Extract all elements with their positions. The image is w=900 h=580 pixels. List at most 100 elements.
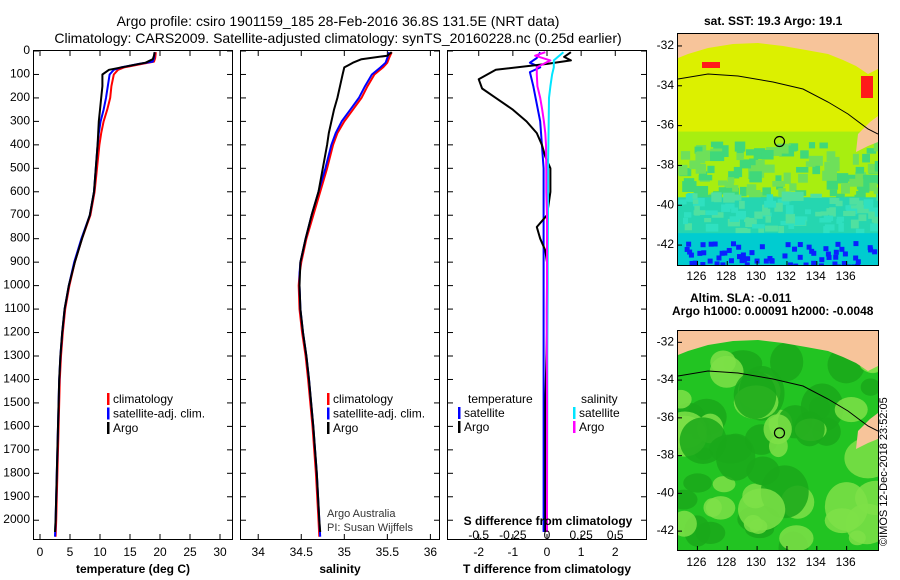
chart-title-line1: Argo profile: csiro 1901159_185 28-Feb-2… [116, 13, 560, 29]
sst-patch [775, 175, 782, 185]
x-tick-label: -2 [473, 545, 484, 559]
x-tick-label: 0 [37, 545, 44, 559]
x-tick-label: 15 [123, 545, 137, 559]
depth-tick-1400: 1400 [3, 371, 30, 385]
sst-cold-patch [740, 252, 746, 258]
sla-anomaly-blob [808, 396, 831, 420]
depth-tick-200: 200 [10, 90, 30, 104]
sst-patch [789, 183, 797, 192]
depth-tick-1600: 1600 [3, 418, 30, 432]
sst-map-x-ticks: 126 128 130 132 134 136 [686, 269, 856, 283]
sst-cold-patch [851, 264, 857, 265]
sst-patch [727, 177, 735, 183]
salinity-x-ticks: 34 34.5 35 35.5 36 [252, 545, 438, 559]
x-tick-label: 20 [153, 545, 167, 559]
sst-patch [705, 223, 719, 232]
sst-cold-patch [769, 258, 775, 264]
sst-patch [812, 162, 821, 175]
legend-swatch [327, 393, 330, 405]
sst-patch [822, 170, 837, 181]
profile-location-marker [773, 427, 786, 439]
sst-cold-patch [833, 249, 839, 255]
sst-patch [786, 145, 797, 152]
map-x-tick-label: 130 [746, 555, 766, 569]
x-tick-label: 35 [338, 545, 352, 559]
sst-cold-patch [697, 250, 703, 256]
sst-cold-patch [719, 250, 725, 256]
sst-patch [733, 166, 743, 178]
chart-title-line2: Climatology: CARS2009. Satellite-adjuste… [54, 30, 622, 46]
difference-plot: temperature salinitysatelliteArgosatellit… [448, 51, 646, 539]
sst-patch [863, 199, 874, 209]
sla-map-subtitle: Argo h1000: 0.00091 h2000: -0.0048 [672, 304, 874, 318]
depth-tick-1300: 1300 [3, 348, 30, 362]
legend-label: climatology [113, 392, 173, 406]
sst-hot-patch [861, 76, 873, 98]
sst-patch [680, 151, 691, 160]
sst-cold-patch [744, 262, 750, 265]
sst-patch [766, 194, 774, 202]
sst-patch [867, 163, 878, 174]
sst-patch [696, 151, 703, 162]
sst-cold-patch [707, 258, 713, 264]
sst-cold-patch [689, 260, 695, 265]
legend-label: satellite [579, 406, 620, 420]
depth-tick-1200: 1200 [3, 325, 30, 339]
sst-patch [862, 174, 878, 183]
sla-anomaly-blob [834, 396, 868, 423]
series-line-argo [298, 51, 393, 533]
depth-tick-1700: 1700 [3, 442, 30, 456]
sst-cold-patch [714, 261, 720, 265]
sst-cold-patch [832, 261, 838, 265]
legend-swatch [458, 421, 461, 433]
sst-patch [858, 182, 870, 193]
sst-cold-patch [803, 262, 809, 265]
salinity-difference-tick: 0 [544, 528, 551, 539]
depth-tick-300: 300 [10, 113, 30, 127]
sst-patch [829, 198, 840, 205]
sst-cold-patch [787, 262, 793, 265]
sst-cold-patch [809, 248, 815, 254]
map-x-tick-label: 132 [776, 269, 796, 283]
bathymetry-contour [678, 370, 878, 432]
sst-patch [742, 228, 748, 238]
sst-patch [798, 173, 808, 183]
map-y-tick-label: -32 [657, 38, 675, 52]
sst-cold-patch [722, 250, 728, 256]
australia-landmass [678, 34, 878, 74]
map-y-tick-label: -42 [657, 237, 675, 251]
series-line-satellite-adj-clim- [298, 51, 391, 537]
sst-patch [858, 214, 867, 222]
sst-patch [815, 211, 822, 217]
sst-cold-patch [825, 251, 831, 257]
sst-cold-patch [842, 251, 848, 257]
sst-cold-patch [716, 255, 722, 261]
sst-patch [823, 226, 830, 236]
sst-patch [826, 180, 838, 190]
map-y-tick-label: -42 [657, 523, 675, 537]
sst-patch [746, 184, 757, 196]
kangaroo-island [856, 116, 878, 152]
x-tick-label: 35.5 [376, 545, 400, 559]
sst-patch [754, 148, 766, 155]
sst-cold-patch [749, 250, 755, 256]
sst-patch [718, 187, 726, 195]
sst-patch [745, 217, 755, 228]
sst-cold-patch [736, 254, 742, 260]
sst-patch [713, 192, 722, 203]
x-tick-label: 2 [612, 545, 619, 559]
x-tick-label: -1 [508, 545, 519, 559]
sst-cold-patch [806, 244, 812, 250]
sst-patch [755, 159, 765, 172]
depth-tick-600: 600 [10, 184, 30, 198]
bathymetry-contour [678, 73, 878, 135]
sst-map-canvas [678, 34, 878, 265]
sst-cold-patch [785, 242, 791, 248]
sst-patch [758, 226, 765, 233]
legend-title-temperature: temperature [468, 392, 533, 406]
sst-patch [731, 207, 738, 213]
legend-swatch [327, 407, 330, 420]
sst-patch [704, 217, 712, 223]
sst-patch [739, 159, 751, 169]
